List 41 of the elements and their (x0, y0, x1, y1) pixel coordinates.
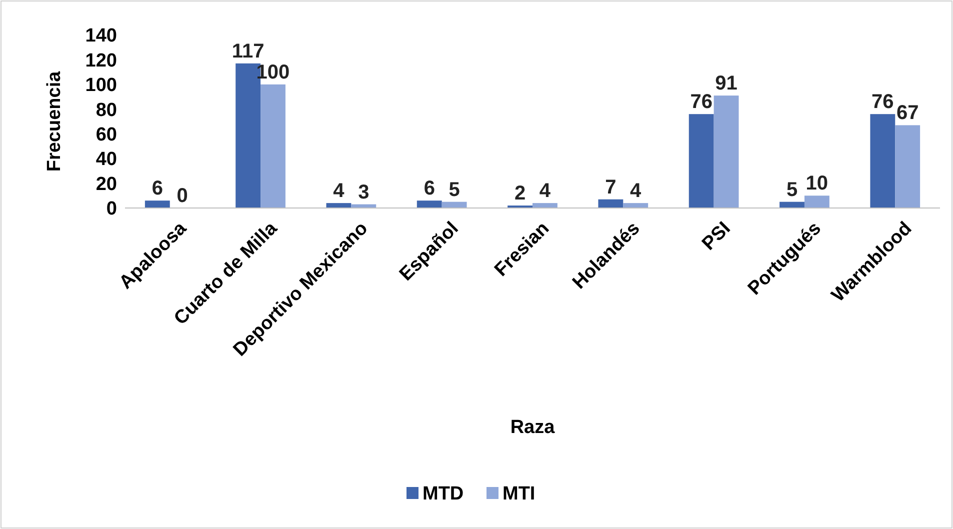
y-tick-label: 20 (96, 174, 117, 195)
bar (144, 200, 170, 208)
y-tick-label: 120 (85, 50, 117, 72)
bar (714, 96, 739, 208)
y-tick-label: 60 (96, 124, 117, 146)
data-label: 67 (896, 102, 919, 124)
data-label: 76 (872, 91, 894, 114)
data-label: 117 (232, 40, 264, 62)
x-axis-title: Raza (510, 417, 556, 438)
data-label: 7 (605, 176, 616, 198)
bar (532, 203, 558, 208)
x-tick-label: PSI (698, 218, 735, 255)
legend-label: MTD (422, 484, 464, 505)
y-axis-title: Frecuencia (44, 70, 65, 172)
bar (895, 125, 920, 208)
legend-label: MTI (502, 484, 536, 505)
bar (870, 114, 896, 208)
data-label: 6 (152, 178, 163, 200)
y-tick-label: 40 (96, 149, 117, 170)
bar (623, 203, 648, 208)
data-label: 4 (333, 180, 346, 202)
data-label: 10 (806, 172, 828, 195)
y-tick-label: 80 (96, 100, 117, 121)
data-label: 2 (514, 182, 526, 205)
bar (598, 199, 624, 208)
data-label: 6 (424, 178, 435, 200)
bar (260, 84, 286, 208)
data-label: 0 (176, 185, 188, 207)
y-tick-label: 140 (85, 26, 117, 47)
bar (416, 200, 442, 208)
data-label: 4 (539, 180, 552, 202)
data-label: 4 (630, 180, 642, 202)
data-label: 5 (786, 178, 798, 201)
data-label: 91 (715, 72, 738, 95)
data-label: 3 (358, 181, 370, 204)
y-tick-label: 100 (85, 75, 117, 96)
bar (688, 114, 714, 208)
data-label: 76 (690, 91, 712, 114)
data-label: 5 (448, 178, 460, 201)
y-tick-label: 0 (106, 198, 117, 220)
bar (804, 196, 830, 208)
